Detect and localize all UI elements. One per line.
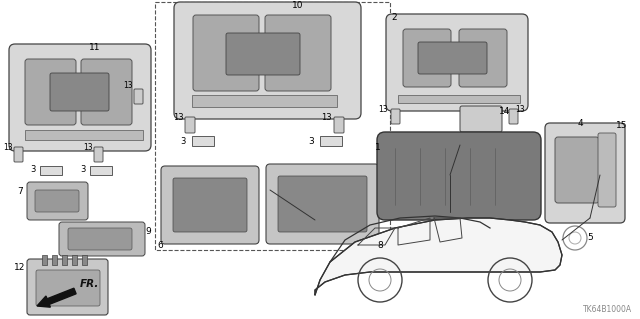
Text: 13: 13 xyxy=(3,144,13,152)
Bar xyxy=(40,166,62,175)
FancyBboxPatch shape xyxy=(35,190,79,212)
FancyBboxPatch shape xyxy=(460,106,502,132)
Text: 6: 6 xyxy=(157,241,163,250)
FancyBboxPatch shape xyxy=(94,147,103,162)
Text: 3: 3 xyxy=(180,137,186,145)
FancyBboxPatch shape xyxy=(265,15,331,91)
Bar xyxy=(52,255,57,265)
Bar xyxy=(72,255,77,265)
Bar xyxy=(62,255,67,265)
Bar xyxy=(42,255,47,265)
Text: 3: 3 xyxy=(308,137,314,145)
Text: 12: 12 xyxy=(14,263,26,272)
FancyBboxPatch shape xyxy=(391,109,400,124)
Bar xyxy=(155,2,390,250)
Text: FR.: FR. xyxy=(80,279,99,289)
FancyBboxPatch shape xyxy=(403,29,451,87)
Bar xyxy=(82,255,87,265)
FancyBboxPatch shape xyxy=(555,137,599,203)
FancyBboxPatch shape xyxy=(50,73,109,111)
FancyBboxPatch shape xyxy=(418,42,487,74)
Text: 13: 13 xyxy=(83,144,93,152)
FancyArrow shape xyxy=(37,288,76,307)
Text: 8: 8 xyxy=(377,241,383,250)
FancyBboxPatch shape xyxy=(377,132,541,220)
FancyBboxPatch shape xyxy=(185,117,195,133)
FancyBboxPatch shape xyxy=(266,164,379,244)
FancyBboxPatch shape xyxy=(14,147,23,162)
Text: 7: 7 xyxy=(17,188,23,197)
Text: 5: 5 xyxy=(587,234,593,242)
FancyBboxPatch shape xyxy=(509,109,518,124)
Text: 15: 15 xyxy=(616,122,628,130)
FancyBboxPatch shape xyxy=(134,89,143,104)
Bar xyxy=(192,95,337,107)
Text: 13: 13 xyxy=(123,81,133,91)
Text: 9: 9 xyxy=(145,227,151,236)
Bar xyxy=(398,95,520,103)
FancyBboxPatch shape xyxy=(545,123,625,223)
Bar xyxy=(320,136,342,146)
FancyBboxPatch shape xyxy=(161,166,259,244)
Polygon shape xyxy=(315,218,562,295)
Text: 13: 13 xyxy=(515,106,525,115)
Text: TK64B1000A: TK64B1000A xyxy=(583,305,632,314)
FancyBboxPatch shape xyxy=(59,222,145,256)
FancyBboxPatch shape xyxy=(386,14,528,111)
Text: 13: 13 xyxy=(173,114,183,122)
FancyBboxPatch shape xyxy=(334,117,344,133)
FancyBboxPatch shape xyxy=(174,2,361,119)
FancyBboxPatch shape xyxy=(9,44,151,151)
Bar xyxy=(90,166,112,175)
Text: 4: 4 xyxy=(577,120,583,129)
FancyBboxPatch shape xyxy=(68,228,132,250)
Text: 13: 13 xyxy=(378,106,388,115)
FancyBboxPatch shape xyxy=(27,259,108,315)
Text: 3: 3 xyxy=(80,166,86,174)
Bar xyxy=(25,130,143,140)
Text: 3: 3 xyxy=(30,166,36,174)
FancyBboxPatch shape xyxy=(27,182,88,220)
FancyBboxPatch shape xyxy=(36,270,100,306)
Text: 1: 1 xyxy=(375,144,381,152)
Bar xyxy=(192,136,214,146)
Text: 14: 14 xyxy=(499,108,511,116)
FancyBboxPatch shape xyxy=(173,178,247,232)
FancyBboxPatch shape xyxy=(278,176,367,232)
FancyBboxPatch shape xyxy=(459,29,507,87)
FancyBboxPatch shape xyxy=(81,59,132,125)
Text: 11: 11 xyxy=(89,43,100,53)
FancyBboxPatch shape xyxy=(25,59,76,125)
Text: 2: 2 xyxy=(391,13,397,23)
FancyBboxPatch shape xyxy=(193,15,259,91)
Text: 10: 10 xyxy=(292,2,304,11)
FancyBboxPatch shape xyxy=(226,33,300,75)
FancyBboxPatch shape xyxy=(598,133,616,207)
Text: 13: 13 xyxy=(321,114,332,122)
